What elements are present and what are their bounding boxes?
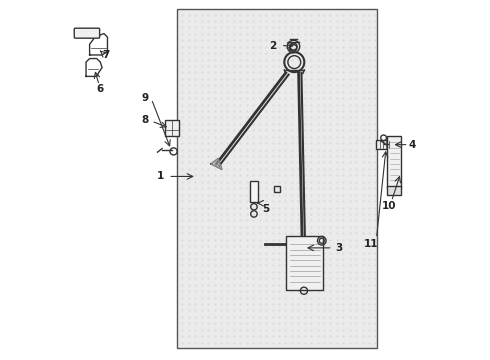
FancyBboxPatch shape [74, 28, 99, 38]
Text: 2: 2 [269, 41, 276, 51]
Text: 9: 9 [142, 93, 148, 103]
Text: 7: 7 [103, 50, 110, 60]
FancyBboxPatch shape [387, 136, 401, 188]
Text: 1: 1 [156, 171, 164, 181]
FancyBboxPatch shape [376, 140, 392, 149]
Text: 10: 10 [381, 201, 396, 211]
Text: 8: 8 [141, 115, 148, 125]
Text: 4: 4 [409, 140, 416, 150]
Text: 11: 11 [364, 239, 378, 249]
Text: 5: 5 [262, 203, 270, 213]
Text: 3: 3 [335, 243, 342, 253]
FancyBboxPatch shape [177, 9, 377, 348]
FancyBboxPatch shape [249, 181, 258, 202]
Polygon shape [211, 158, 222, 169]
FancyBboxPatch shape [165, 120, 179, 136]
FancyBboxPatch shape [387, 186, 401, 195]
Text: 6: 6 [97, 84, 104, 94]
FancyBboxPatch shape [287, 236, 323, 291]
